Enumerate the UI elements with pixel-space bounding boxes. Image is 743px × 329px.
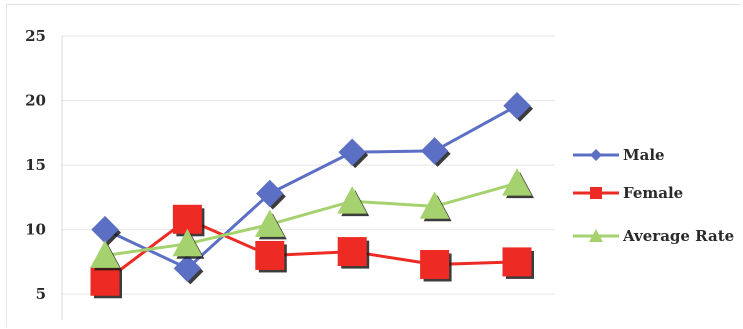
series-line-average-rate: [104, 181, 518, 257]
data-point-female: [255, 240, 287, 273]
legend-label: Average Rate: [622, 227, 734, 245]
data-point-average-rate: [337, 186, 370, 217]
data-point-average-rate: [254, 209, 287, 240]
y-tick-label: 10: [25, 221, 46, 239]
legend-marker-diamond: [590, 149, 602, 161]
legend-label: Male: [623, 146, 665, 164]
data-point-female: [502, 247, 534, 279]
data-point-male: [173, 254, 204, 285]
data-point-female: [90, 266, 122, 299]
y-tick-label: 15: [25, 156, 46, 174]
data-point-female: [337, 237, 370, 269]
y-tick-label: 5: [36, 285, 46, 303]
data-point-male: [338, 138, 369, 169]
chart-frame: [6, 4, 741, 327]
legend-label: Female: [623, 184, 683, 202]
data-point-female: [172, 204, 205, 237]
series-line-male: [104, 104, 518, 271]
data-point-average-rate: [172, 228, 205, 259]
data-point-male: [420, 137, 451, 167]
data-point-female: [420, 249, 452, 282]
data-point-male: [503, 92, 533, 122]
legend-marker-triangle: [589, 229, 603, 242]
y-tick-label: 25: [25, 27, 46, 45]
data-point-average-rate: [419, 191, 452, 222]
data-point-male: [91, 215, 121, 246]
legend-marker-square: [590, 187, 602, 199]
series-line-female: [104, 217, 518, 283]
data-point-average-rate: [502, 168, 534, 199]
y-tick-label: 20: [25, 92, 46, 110]
data-point-average-rate: [90, 240, 122, 271]
data-point-male: [256, 179, 286, 210]
